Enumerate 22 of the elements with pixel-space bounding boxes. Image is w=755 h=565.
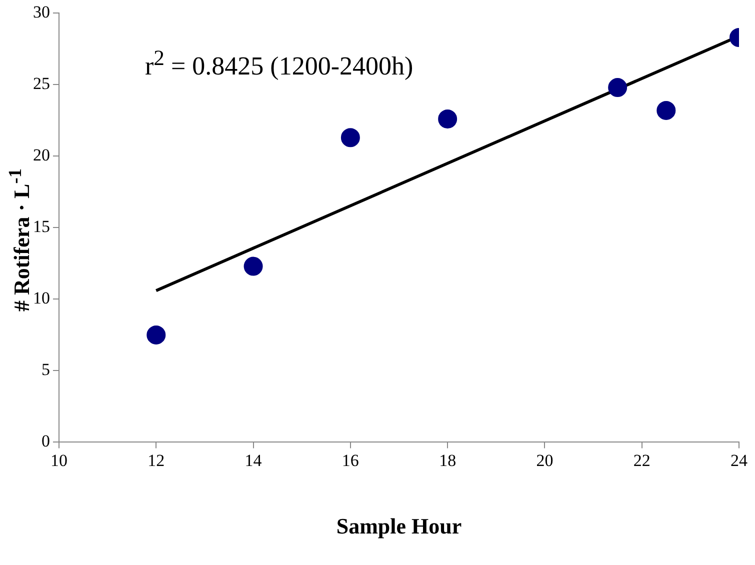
y-tick-label: 10 bbox=[33, 288, 50, 308]
y-tick-label: 20 bbox=[33, 146, 50, 165]
point bbox=[608, 78, 628, 98]
x-tick-label: 22 bbox=[633, 450, 650, 470]
x-tick-label: 24 bbox=[730, 450, 748, 470]
y-tick-label: 5 bbox=[42, 360, 50, 380]
point bbox=[146, 325, 166, 344]
y-tick-label: 25 bbox=[33, 74, 50, 94]
point bbox=[438, 110, 458, 129]
y-tick-label: 30 bbox=[33, 2, 50, 22]
x-tick-label: 16 bbox=[342, 450, 359, 470]
point bbox=[340, 128, 360, 148]
annotation: r$^{2}$ = 0.8425 (1200-2400h) bbox=[145, 46, 414, 82]
x-tick-label: 18 bbox=[439, 450, 456, 470]
x-tick-label: 20 bbox=[536, 450, 554, 470]
y-tick-label: 15 bbox=[33, 217, 50, 236]
y-tick-label: 0 bbox=[42, 432, 50, 451]
x-tick-label: 14 bbox=[244, 450, 262, 470]
x-axis-title: Sample Hour bbox=[336, 513, 462, 538]
x-tick-label: 12 bbox=[148, 450, 165, 470]
point bbox=[656, 100, 676, 120]
point bbox=[244, 256, 263, 276]
